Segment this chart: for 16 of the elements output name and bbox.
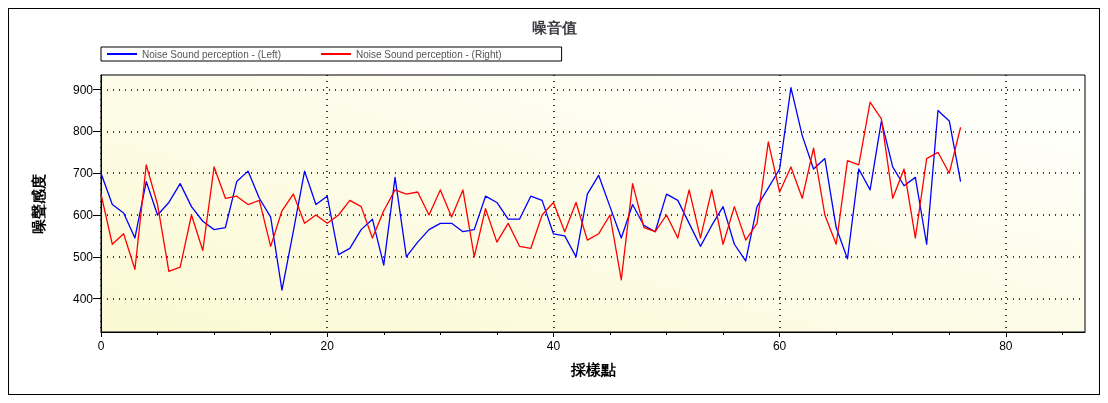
y-tick-label: 800: [72, 124, 94, 139]
legend-label: Noise Sound perception - (Left): [142, 48, 281, 60]
y-tick-label: 600: [72, 207, 94, 222]
x-tick-label: 80: [999, 339, 1013, 353]
legend-label: Noise Sound perception - (Right): [355, 48, 502, 60]
y-axis-title: 噪聲感度: [29, 173, 48, 234]
y-tick-label: 700: [72, 166, 94, 181]
x-axis-title: 採樣點: [569, 360, 616, 379]
x-tick-label: 60: [772, 339, 787, 353]
x-tick-label: 40: [546, 339, 561, 353]
x-tick-label: 20: [320, 339, 335, 353]
y-tick-label: 900: [72, 82, 94, 97]
x-tick-label: 0: [97, 339, 105, 353]
chart-title: 噪音值: [531, 18, 577, 37]
y-tick-label: 400: [72, 291, 94, 306]
y-tick-label: 500: [72, 249, 94, 264]
